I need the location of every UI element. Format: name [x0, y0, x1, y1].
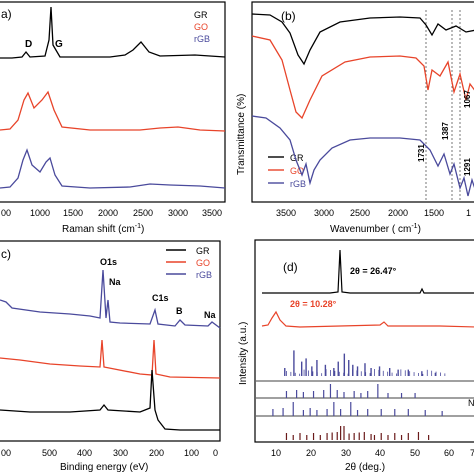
panel-d: (d) Intensity (a.u.) 2θ = 26.47° 2θ = 10…: [238, 239, 474, 473]
annotation-d-n: N: [468, 398, 474, 408]
tick-b-3000: 3000: [314, 208, 334, 218]
series-c-go: [0, 339, 221, 379]
tick-a-500: 00: [1, 208, 11, 218]
panel-a-frame: [0, 1, 226, 203]
axis-d-xlabel: 2θ (deg.): [345, 462, 385, 473]
tick-b-2500: 2500: [350, 208, 370, 218]
tick-d-60: 60: [444, 448, 454, 458]
series-a-rgb: [0, 148, 226, 189]
annotation-na: Na: [204, 310, 216, 320]
annotation-d-26-47: 2θ = 26.47°: [350, 266, 397, 276]
axis-d-ylabel: Intensity (a.u.): [238, 322, 249, 385]
annotation-1067: 1067: [463, 90, 472, 108]
annotation-d-10-28: 2θ = 10.28°: [290, 299, 337, 309]
tick-d-20: 20: [306, 448, 316, 458]
series-b-rgb: [251, 115, 474, 197]
panel-c-letter: c): [1, 247, 11, 261]
tick-a-3000: 3000: [168, 208, 188, 218]
panel-d-frame: [254, 239, 474, 443]
axis-b-xlabel: Wavenumber ( cm-1): [330, 223, 421, 235]
panel-c: c) GR GO rGB O1s Na C1s B Na 00 500 400 …: [0, 240, 221, 473]
legend-c-gr: GR: [196, 246, 210, 256]
annotation-1731: 1731: [417, 144, 426, 162]
tick-c-0: 0: [213, 448, 218, 458]
annotation-na-auger: Na: [109, 277, 121, 287]
tick-d-40: 40: [375, 448, 385, 458]
panel-a: a) D G GR GO rGB 00 1000 1500 2000 2500 …: [0, 1, 226, 235]
annotation-b: B: [176, 306, 183, 316]
panel-a-letter: a): [1, 7, 12, 21]
tick-a-1500: 1500: [63, 208, 83, 218]
series-c-gr: [0, 369, 220, 431]
legend-a-rgb: rGB: [194, 34, 210, 44]
reference-pattern-3: [285, 426, 430, 440]
series-d-go: [261, 310, 474, 328]
axis-b-ylabel: Transmittance (%): [236, 94, 247, 175]
series-a-gr: [0, 6, 226, 59]
tick-d-10: 10: [271, 448, 281, 458]
series-c-rgb: [0, 269, 221, 329]
legend-b-go: GO: [290, 166, 304, 176]
legend-c: GR GO rGB: [166, 246, 212, 280]
axis-d-x: 10 20 30 40 50 60 7 2θ (deg.): [271, 448, 474, 473]
legend-b-gr: GR: [290, 153, 304, 163]
panel-b-letter: (b): [281, 9, 296, 23]
panel-d-letter: (d): [283, 260, 298, 274]
tick-c-600: 00: [1, 448, 11, 458]
annotation-1291: 1291: [463, 158, 472, 176]
legend-a-go: GO: [194, 22, 208, 32]
tick-a-1000: 1000: [30, 208, 50, 218]
legend-c-go: GO: [196, 258, 210, 268]
tick-a-2000: 2000: [98, 208, 118, 218]
reference-pattern-1: [285, 384, 416, 398]
annotation-g-band: G: [55, 39, 63, 50]
tick-a-3500: 3500: [202, 208, 222, 218]
tick-c-200: 200: [149, 448, 164, 458]
axis-b-x: 3500 3000 2500 2000 1500 1 Wavenumber ( …: [276, 208, 471, 235]
series-a-go: [0, 90, 226, 132]
tick-c-300: 300: [113, 448, 128, 458]
legend-b: GR GO rGB: [268, 153, 306, 189]
legend-b-rgb: rGB: [290, 179, 306, 189]
series-b-gr: [251, 13, 474, 66]
annotation-d-band: D: [25, 39, 32, 50]
tick-a-2500: 2500: [133, 208, 153, 218]
tick-b-1500: 1500: [424, 208, 444, 218]
tick-d-70: 7: [470, 448, 474, 458]
tick-d-30: 30: [341, 448, 351, 458]
tick-b-3500: 3500: [276, 208, 296, 218]
tick-b-2000: 2000: [388, 208, 408, 218]
axis-c-xlabel: Binding energy (eV): [60, 462, 148, 473]
tick-c-500: 500: [42, 448, 57, 458]
annotation-1387: 1387: [441, 122, 450, 140]
annotation-o1s: O1s: [100, 257, 117, 267]
tick-c-400: 400: [77, 448, 92, 458]
legend-c-rgb: rGB: [196, 270, 212, 280]
axis-c-x: 00 500 400 300 200 100 0 Binding energy …: [1, 448, 218, 473]
reference-pattern-2: [272, 402, 443, 416]
series-d-rgb-bars: [284, 350, 446, 376]
annotation-c1s: C1s: [152, 293, 169, 303]
panel-b-frame: [251, 1, 474, 203]
axis-a-xlabel: Raman shift (cm-1): [62, 223, 144, 235]
legend-a: GR GO rGB: [194, 10, 210, 44]
tick-b-1000: 1: [466, 208, 471, 218]
tick-c-100: 100: [184, 448, 199, 458]
legend-a-gr: GR: [194, 10, 208, 20]
panel-c-frame: [0, 240, 221, 442]
panel-b: (b) Transmittance (%) GR GO rGB 1731 138…: [236, 1, 474, 235]
axis-a-x: 00 1000 1500 2000 2500 3000 3500 Raman s…: [1, 208, 222, 235]
series-d-gr: [262, 249, 474, 294]
series-b-go: [251, 35, 474, 120]
tick-d-50: 50: [410, 448, 420, 458]
